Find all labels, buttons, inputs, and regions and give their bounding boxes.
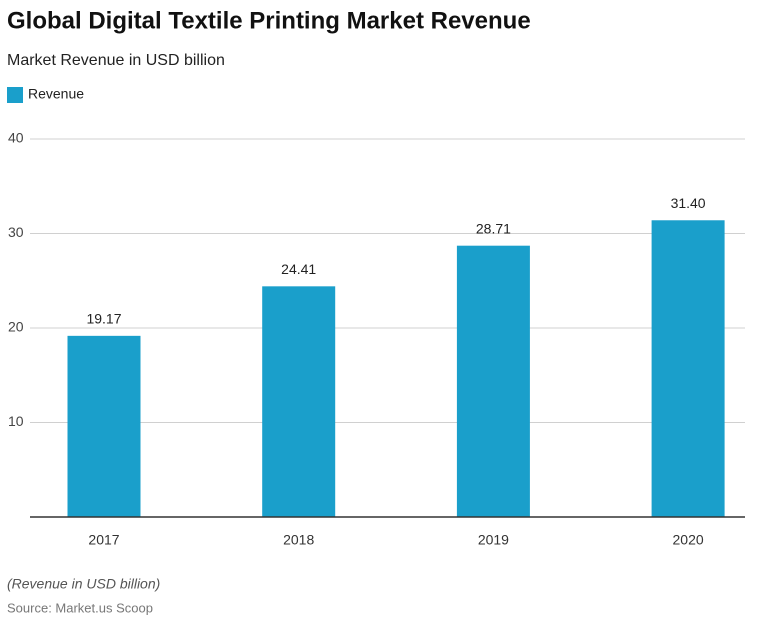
legend-swatch — [7, 87, 23, 103]
legend-label: Revenue — [28, 86, 84, 102]
chart-subtitle: Market Revenue in USD billion — [7, 52, 225, 69]
x-tick-label: 2020 — [673, 532, 704, 548]
y-tick-label: 20 — [8, 319, 24, 335]
bar — [67, 335, 141, 517]
bar — [651, 220, 725, 517]
data-label: 28.71 — [476, 220, 511, 236]
chart-title: Global Digital Textile Printing Market R… — [7, 7, 531, 34]
x-tick-label: 2018 — [283, 532, 314, 548]
x-tick-label: 2017 — [88, 532, 119, 548]
x-tick-label: 2019 — [478, 532, 509, 548]
data-label: 31.40 — [671, 195, 706, 211]
note: (Revenue in USD billion) — [7, 576, 160, 592]
y-tick-label: 40 — [8, 130, 24, 146]
data-label: 19.17 — [86, 311, 121, 327]
source: Source: Market.us Scoop — [7, 600, 153, 615]
y-tick-label: 30 — [8, 224, 24, 240]
y-tick-label: 10 — [8, 413, 24, 429]
bar — [262, 286, 336, 517]
bar — [456, 245, 530, 518]
data-label: 24.41 — [281, 261, 316, 277]
